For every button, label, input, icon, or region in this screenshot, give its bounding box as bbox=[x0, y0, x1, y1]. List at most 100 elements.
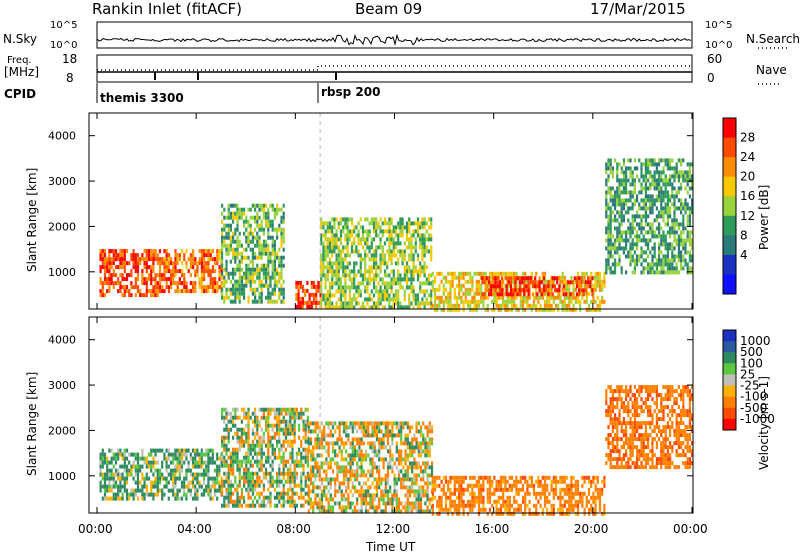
vel-cell bbox=[269, 435, 272, 440]
vel-cell bbox=[400, 485, 403, 490]
power-cell bbox=[392, 293, 395, 298]
vel-cell bbox=[309, 421, 313, 426]
power-cell bbox=[366, 289, 369, 294]
power-cell bbox=[642, 198, 645, 203]
power-cell bbox=[229, 239, 232, 244]
vel-cell bbox=[351, 461, 354, 466]
vel-cell bbox=[134, 480, 137, 485]
vel-cell bbox=[362, 425, 365, 430]
power-cell bbox=[504, 275, 507, 280]
power-cell bbox=[618, 230, 621, 235]
vel-cell bbox=[267, 435, 270, 440]
power-cell bbox=[207, 257, 210, 262]
power-cell bbox=[247, 223, 250, 228]
power-cell bbox=[523, 284, 526, 289]
power-cell bbox=[386, 285, 389, 290]
power-cell bbox=[99, 269, 102, 274]
power-cell bbox=[388, 305, 391, 310]
vel-cell bbox=[349, 445, 352, 450]
vel-cell bbox=[395, 505, 398, 510]
power-cell bbox=[108, 273, 111, 278]
power-cell bbox=[490, 292, 493, 297]
vel-cell bbox=[300, 495, 303, 500]
power-cell bbox=[620, 218, 623, 223]
power-cell bbox=[673, 246, 676, 251]
power-cell bbox=[436, 287, 439, 292]
vel-cell bbox=[278, 455, 281, 460]
vel-cell bbox=[280, 479, 283, 484]
power-cell bbox=[658, 258, 661, 263]
vel-cell bbox=[300, 475, 303, 480]
vel-cell bbox=[183, 476, 186, 481]
power-cell bbox=[601, 283, 604, 288]
power-cell bbox=[273, 243, 276, 248]
power-cell bbox=[209, 273, 212, 278]
power-cell bbox=[691, 270, 694, 275]
vel-cell bbox=[304, 407, 307, 412]
vel-cell bbox=[340, 505, 343, 510]
vel-cell bbox=[393, 433, 396, 438]
power-cell bbox=[167, 253, 170, 258]
vel-cell bbox=[404, 469, 407, 474]
vel-cell bbox=[117, 452, 120, 457]
vel-cell bbox=[307, 493, 310, 498]
vel-cell bbox=[225, 491, 228, 496]
vel-cell bbox=[378, 421, 381, 426]
power-cell bbox=[631, 226, 634, 231]
power-cell bbox=[297, 280, 300, 285]
power-cell bbox=[106, 257, 109, 262]
power-cell bbox=[594, 283, 597, 288]
power-cell bbox=[557, 307, 560, 312]
vel-cell bbox=[329, 481, 332, 486]
power-cell bbox=[561, 307, 564, 312]
power-cell bbox=[666, 218, 669, 223]
power-cell bbox=[647, 242, 650, 247]
vel-cell bbox=[249, 487, 252, 492]
vel-cell bbox=[327, 489, 330, 494]
power-cell bbox=[315, 288, 318, 293]
power-cell bbox=[227, 235, 230, 240]
vel-cell bbox=[293, 415, 296, 420]
power-cell bbox=[324, 305, 327, 310]
power-cell bbox=[106, 277, 109, 282]
power-cell bbox=[256, 243, 259, 248]
power-cell bbox=[220, 281, 223, 286]
power-cell bbox=[192, 285, 195, 290]
power-cell bbox=[658, 242, 661, 247]
power-cell bbox=[229, 203, 232, 208]
power-cell bbox=[152, 257, 155, 262]
power-cell bbox=[684, 174, 687, 179]
power-cell bbox=[664, 190, 667, 195]
power-cell bbox=[563, 303, 566, 308]
power-cell bbox=[625, 190, 628, 195]
power-cell bbox=[528, 303, 531, 308]
power-cell bbox=[232, 215, 235, 220]
power-cell bbox=[178, 289, 181, 294]
power-cell bbox=[117, 289, 120, 294]
power-cell bbox=[256, 267, 259, 272]
power-cell bbox=[638, 222, 641, 227]
power-cell bbox=[227, 251, 230, 256]
vel-cell bbox=[218, 472, 221, 477]
power-cell bbox=[596, 295, 599, 300]
vel-cell bbox=[309, 457, 313, 462]
power-cell bbox=[346, 265, 349, 270]
vel-cell bbox=[408, 425, 412, 430]
power-cell bbox=[223, 207, 226, 212]
vel-cell bbox=[400, 469, 403, 474]
power-cell bbox=[99, 249, 102, 254]
power-cell bbox=[216, 281, 219, 286]
power-cell bbox=[381, 305, 384, 310]
power-cell bbox=[379, 261, 382, 266]
power-cell bbox=[245, 219, 248, 224]
vel-cell bbox=[202, 468, 206, 473]
power-cell bbox=[383, 217, 387, 222]
vel-cell bbox=[380, 489, 383, 494]
vel-cell bbox=[386, 489, 390, 494]
vel-cell bbox=[402, 465, 405, 470]
power-cell bbox=[335, 241, 338, 246]
power-cell bbox=[539, 291, 542, 296]
power-cell bbox=[644, 242, 647, 247]
vel-cell bbox=[309, 449, 313, 454]
